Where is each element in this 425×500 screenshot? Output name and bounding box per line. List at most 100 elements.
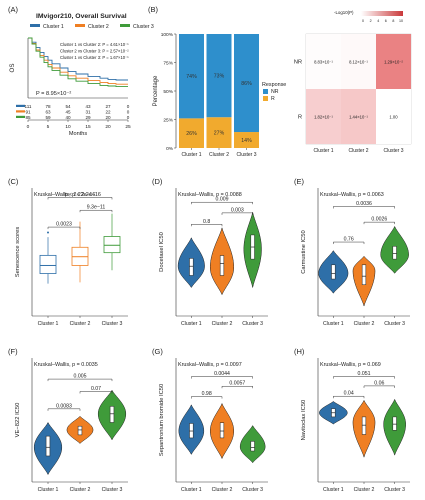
- x-tick-label: 20: [105, 124, 111, 130]
- bar-label: 27%: [214, 131, 225, 137]
- comparison-label: 0.051: [358, 371, 371, 377]
- bar-label: 14%: [241, 138, 252, 144]
- comparison-label: 0.98: [202, 391, 212, 397]
- legend-swatch: [120, 24, 130, 27]
- comparison-label: 0.0044: [214, 371, 230, 377]
- risk-table-cell: 78: [45, 104, 51, 109]
- risk-table-cell: 31: [85, 110, 91, 115]
- comparison-bracket: [79, 209, 113, 213]
- survival-curve: [28, 37, 128, 81]
- panel-h: (H) Kruskal–Wallis, p = 0.069 Navitoclax I…: [294, 347, 410, 493]
- heatmap-cell-label: 1.44×10⁻¹: [349, 115, 368, 120]
- inner-box: [219, 255, 225, 276]
- risk-table-cell: 40: [65, 115, 71, 120]
- col-label: Cluster 1: [313, 148, 333, 154]
- panel-label: (G): [152, 347, 163, 356]
- y-tick-label: 25%: [163, 118, 173, 124]
- bar-label: 74%: [186, 74, 197, 80]
- comparison-label: 0.0036: [356, 201, 372, 207]
- color-scale-bar: [361, 11, 403, 16]
- comparison-bracket: [47, 408, 81, 411]
- x-tick-label: Cluster 1: [181, 487, 202, 493]
- comparison-label: 0.005: [74, 374, 87, 380]
- x-tick-label: Cluster 1: [38, 487, 59, 493]
- legend-entry: Cluster 1: [43, 24, 64, 30]
- x-tick-label: Cluster 2: [354, 487, 375, 493]
- y-axis-label: Percentage: [153, 75, 159, 106]
- heatmap-cell: [341, 34, 376, 89]
- x-tick-label: 10: [65, 124, 71, 130]
- comparison-bracket: [333, 241, 365, 245]
- comparison-label: 0.003: [231, 207, 244, 213]
- panel-label: (C): [8, 177, 19, 186]
- comparison-label: 0.8: [203, 219, 210, 225]
- x-tick-label: 0: [27, 124, 30, 130]
- color-scale-tick: 10: [399, 19, 403, 23]
- comparison-bracket: [221, 385, 253, 389]
- row-label: NR: [294, 60, 302, 66]
- inner-box: [77, 425, 83, 436]
- comparison-bracket: [191, 396, 223, 399]
- comparison-bracket: [47, 226, 81, 230]
- risk-table-cell: 43: [85, 104, 91, 109]
- heatmap-cell: [376, 89, 411, 144]
- panel-d: (D) Kruskal–Wallis, p = 0.0088 Docetaxel I…: [152, 177, 268, 327]
- test-label: Kruskal–Wallis, p = 0.0035: [34, 362, 98, 368]
- comparison-bracket: [191, 376, 253, 379]
- survival-curve: [28, 37, 128, 88]
- y-axis-label: Docetaxel IC50: [159, 232, 165, 272]
- x-tick-label: Cluster 1: [323, 487, 344, 493]
- inner-box: [331, 264, 336, 280]
- panel-label: (H): [294, 347, 305, 356]
- color-scale-tick: 2: [370, 19, 372, 23]
- risk-table-cell: 0: [127, 104, 130, 109]
- x-tick-label: Cluster 2: [212, 487, 233, 493]
- x-tick-label: Cluster 3: [384, 321, 405, 327]
- panel-a: (A) IMvigor210, Overall Survival Cluster 1…: [8, 5, 154, 137]
- legend-swatch: [263, 89, 268, 94]
- heatmap-cell: [306, 89, 341, 144]
- y-tick-label: 100%: [161, 32, 174, 38]
- box: [103, 236, 121, 254]
- legend-entry: Cluster 3: [133, 24, 154, 30]
- legend-title: Response: [262, 82, 286, 88]
- risk-row-swatch: [16, 115, 25, 118]
- test-label: Kruskal–Wallis, p = 0.069: [320, 362, 381, 368]
- panel-label: (A): [8, 5, 19, 14]
- risk-table-cell: 91: [25, 110, 31, 115]
- risk-table-cell: 45: [65, 110, 71, 115]
- heatmap-cell-label: 1.29×10⁻²: [384, 60, 403, 65]
- risk-table-cell: 111: [25, 104, 32, 109]
- comparison-bracket: [333, 376, 395, 379]
- inner-box: [392, 246, 397, 260]
- panel-label: (B): [148, 5, 159, 14]
- inner-box: [361, 264, 367, 285]
- y-tick-label: 0%: [166, 146, 174, 152]
- bar-r: [234, 132, 259, 148]
- heatmap-cell-label: 8.83×10⁻¹: [314, 60, 333, 65]
- risk-table-cell: 85: [25, 115, 31, 120]
- comparison-label: 0.06: [374, 380, 384, 386]
- x-tick-label: Cluster 2: [212, 321, 233, 327]
- legend-entry: R: [271, 96, 275, 102]
- panel-b-bar: (B) 0% 25% 50% 75% 100% Percentage 26% 74% Cluste…: [148, 5, 286, 158]
- y-axis-label: OS: [9, 64, 16, 73]
- inner-box: [109, 406, 115, 423]
- panel-label: (F): [8, 347, 18, 356]
- panel-f: (F) Kruskal–Wallis, p = 0.0035 VE−822 IC50…: [8, 347, 128, 493]
- annotation: Cluster 1 vs Cluster 2: P = 4.61×10⁻¹: [60, 42, 129, 47]
- panel-b-heatmap: -Log10(P) 0 2 4 6 8 10 8.83×10⁻¹ 8.12×10⁻¹ 1.29×1…: [294, 10, 412, 154]
- test-label: Kruskal–Wallis, p = 0.0088: [178, 192, 242, 198]
- risk-row-swatch: [16, 104, 25, 107]
- comparison-label: p < 2.22e−16: [65, 192, 96, 198]
- inner-box: [361, 416, 367, 435]
- risk-table-cell: 20: [105, 115, 111, 120]
- bar-r: [206, 117, 232, 148]
- legend-entry: Cluster 2: [88, 24, 109, 30]
- comparison-bracket: [333, 395, 365, 399]
- x-tick-label: Cluster 2: [70, 321, 91, 327]
- x-tick-label: Cluster 1: [181, 321, 202, 327]
- color-scale-tick: 4: [377, 19, 379, 23]
- p-value: P = 8.95×10⁻²: [36, 91, 71, 97]
